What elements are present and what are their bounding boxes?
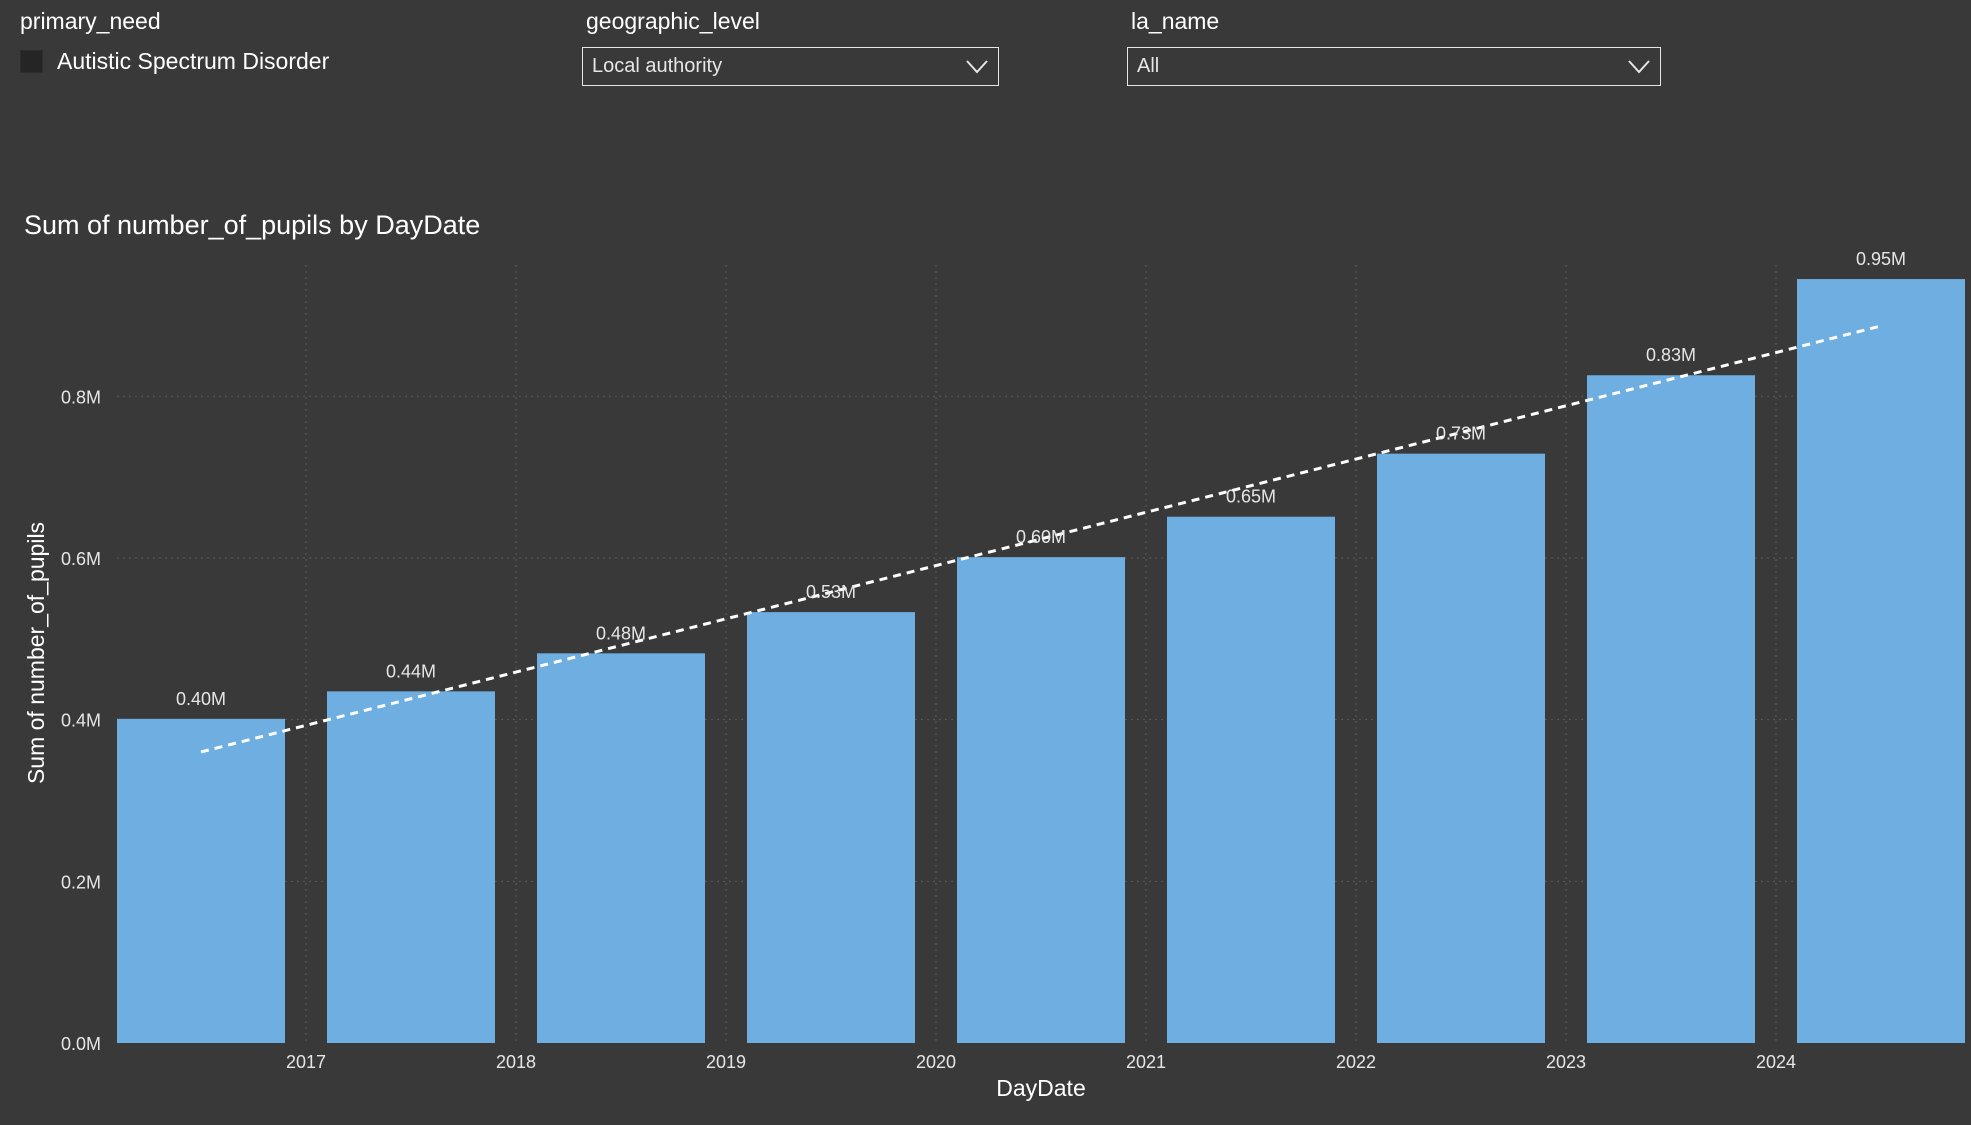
primary-need-title: primary_need <box>20 8 161 34</box>
checkbox-icon[interactable] <box>20 50 43 73</box>
trend-line-group <box>200 324 1882 754</box>
la-name-value: All <box>1137 55 1160 77</box>
geographic-level-value: Local authority <box>592 55 723 77</box>
la-name-dropdown[interactable]: All <box>1127 47 1661 86</box>
x-tick-label: 2024 <box>1756 1052 1796 1072</box>
y-tick-label: 0.4M <box>61 711 101 731</box>
bar-data-label: 0.48M <box>596 623 646 643</box>
la-name-title: la_name <box>1131 8 1220 34</box>
bar[interactable] <box>1797 279 1965 1043</box>
x-tick-label: 2022 <box>1336 1052 1376 1072</box>
bar-data-label: 0.44M <box>386 661 436 681</box>
bar-data-label: 0.73M <box>1436 424 1486 444</box>
bar-data-label: 0.53M <box>806 582 856 602</box>
bar[interactable] <box>1587 375 1755 1043</box>
bar-data-label: 0.40M <box>176 689 226 709</box>
option-label: Autistic Spectrum Disorder <box>57 48 330 74</box>
bar[interactable] <box>117 718 285 1043</box>
chevron-down-icon <box>1628 59 1650 73</box>
chevron-down-icon <box>966 59 988 73</box>
autistic-spectrum-disorder-option[interactable]: Autistic Spectrum Disorder <box>20 48 329 75</box>
bar-data-label: 0.65M <box>1226 487 1276 507</box>
bar[interactable] <box>327 691 495 1043</box>
bars <box>117 279 1965 1044</box>
x-tick-label: 2017 <box>286 1052 326 1072</box>
y-axis-label: Sum of number_of_pupils <box>23 522 49 784</box>
bar[interactable] <box>1167 516 1335 1043</box>
geographic-level-title: geographic_level <box>586 8 760 34</box>
y-tick-label: 0.2M <box>61 872 101 892</box>
x-tick-label: 2018 <box>496 1052 536 1072</box>
bar[interactable] <box>537 653 705 1043</box>
axes: DayDate Sum of number_of_pupils 0.0M 0.2M… <box>23 387 1796 1101</box>
trend-line <box>200 324 1882 754</box>
y-tick-label: 0.8M <box>61 387 101 407</box>
x-axis-label: DayDate <box>996 1075 1085 1101</box>
data-labels: 0.40M 0.44M 0.48M 0.53M 0.60M 0.65M 0.73M 0.83M… <box>176 249 1906 709</box>
bar[interactable] <box>747 612 915 1043</box>
bar-data-label: 0.60M <box>1016 527 1066 547</box>
x-tick-label: 2019 <box>706 1052 746 1072</box>
bar[interactable] <box>1377 453 1545 1044</box>
bar-data-label: 0.95M <box>1856 249 1906 269</box>
x-tick-label: 2023 <box>1546 1052 1586 1072</box>
bar-data-label: 0.83M <box>1646 345 1696 365</box>
chart-title: Sum of number_of_pupils by DayDate <box>24 210 481 240</box>
x-tick-label: 2020 <box>916 1052 956 1072</box>
x-tick-label: 2021 <box>1126 1052 1166 1072</box>
y-tick-label: 0.6M <box>61 549 101 569</box>
bar[interactable] <box>957 557 1125 1043</box>
y-tick-label: 0.0M <box>61 1034 101 1054</box>
geographic-level-dropdown[interactable]: Local authority <box>582 47 999 86</box>
